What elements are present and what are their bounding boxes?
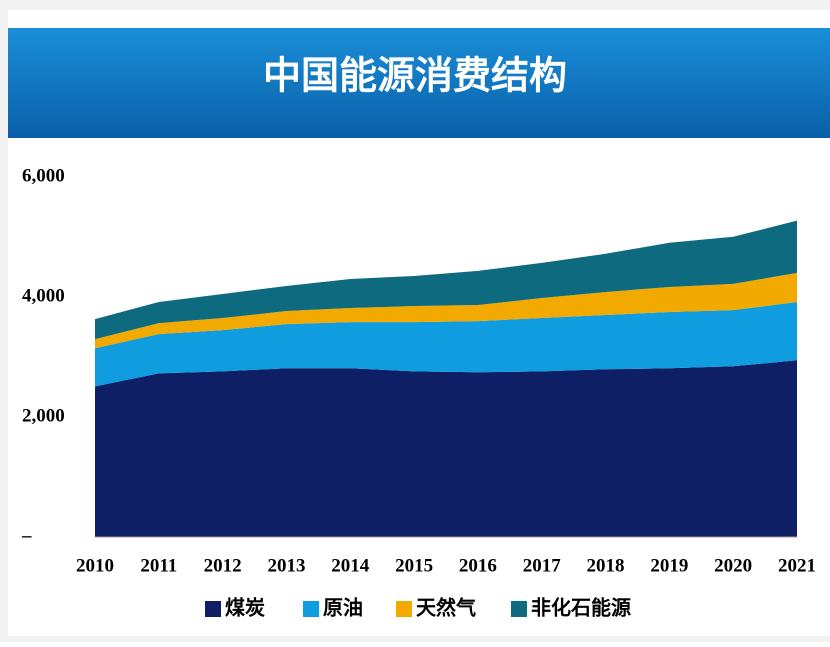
area xyxy=(95,302,797,387)
x-tick-label: 2020 xyxy=(714,555,752,576)
legend-label: 原油 xyxy=(323,596,363,620)
legend-label: 非化石能源 xyxy=(531,596,631,620)
x-tick-label: 2021 xyxy=(778,555,816,576)
y-tick-label: 4,000 xyxy=(22,285,65,306)
legend-swatch xyxy=(511,601,527,617)
x-tick-label: 2017 xyxy=(523,555,562,576)
x-tick-label: 2018 xyxy=(587,555,625,576)
legend-swatch xyxy=(303,601,319,617)
x-tick-label: 2014 xyxy=(331,555,370,576)
x-tick-label: 2011 xyxy=(140,555,177,576)
legend-swatch xyxy=(205,601,221,617)
y-tick-label: 6,000 xyxy=(22,165,65,186)
area xyxy=(95,360,797,537)
x-tick-label: 2016 xyxy=(459,555,497,576)
area xyxy=(95,220,797,340)
x-tick-label: 2019 xyxy=(650,555,688,576)
legend-label: 天然气 xyxy=(416,596,476,620)
area xyxy=(95,272,797,349)
legend-swatch xyxy=(396,601,412,617)
legend-label: 煤炭 xyxy=(225,597,265,620)
header xyxy=(8,28,830,138)
y-tick-label: 2,000 xyxy=(22,405,65,426)
x-tick-label: 2015 xyxy=(395,555,433,576)
y-tick-label: – xyxy=(21,525,32,546)
chart-title: 中国能源消费结构 xyxy=(263,56,567,98)
x-tick-label: 2013 xyxy=(267,555,305,576)
x-tick-label: 2012 xyxy=(204,555,242,576)
x-tick-label: 2010 xyxy=(76,555,114,576)
